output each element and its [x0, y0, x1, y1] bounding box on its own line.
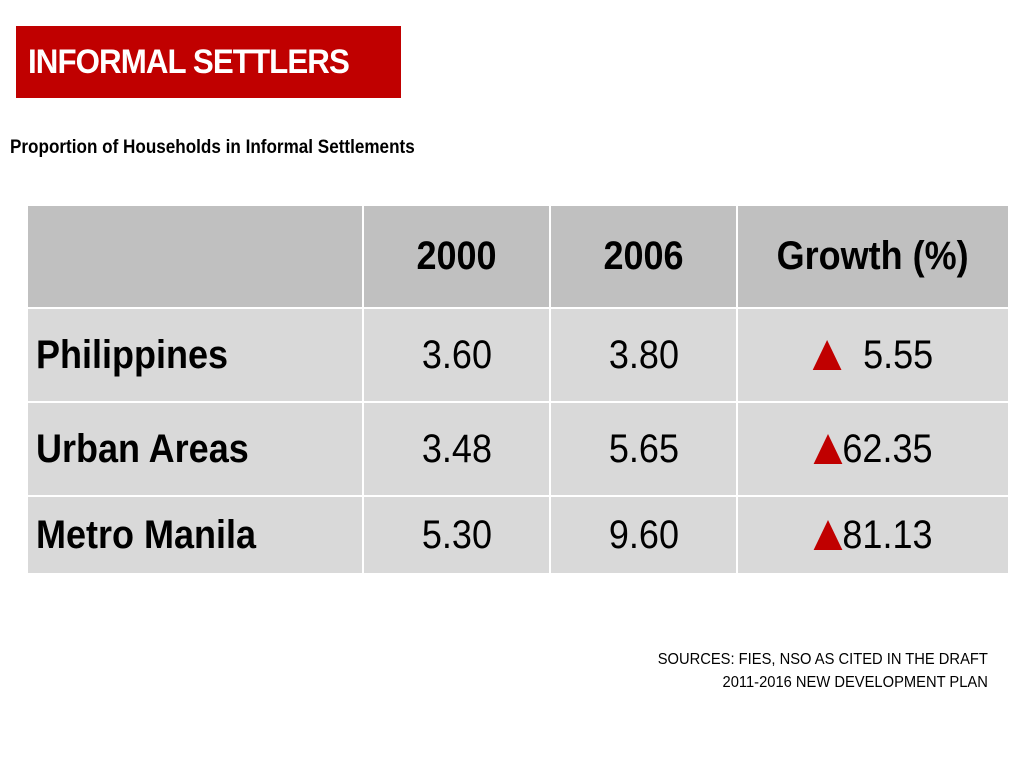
cell-growth: 62.35	[736, 401, 1010, 497]
cell-growth: 5.55	[736, 307, 1010, 403]
column-header-empty	[26, 204, 364, 309]
column-header-growth: Growth (%)	[736, 204, 1010, 309]
red-up-triangle-icon	[813, 519, 843, 550]
column-header-2006: 2006	[549, 204, 738, 309]
growth-value: 5.55	[863, 332, 934, 377]
slide-title: INFORMAL SETTLERS	[28, 42, 350, 81]
table-caption: Proportion of Households in Informal Set…	[10, 137, 415, 158]
cell-2000: 3.60	[362, 307, 551, 403]
cell-2000: 3.48	[362, 401, 551, 497]
title-banner: INFORMAL SETTLERS	[16, 26, 401, 98]
table-row: Urban Areas 3.48 5.65 62.35	[26, 401, 1010, 497]
sources-line-1: SOURCES: FIES, NSO AS CITED IN THE DRAFT	[657, 651, 988, 668]
cell-2006: 9.60	[549, 495, 738, 575]
table-header-row: 2000 2006 Growth (%)	[26, 204, 1010, 309]
row-label-philippines: Philippines	[26, 307, 364, 403]
data-table: 2000 2006 Growth (%) Philippines 3.60 3.…	[26, 204, 1010, 575]
cell-2000: 5.30	[362, 495, 551, 575]
sources-note: SOURCES: FIES, NSO AS CITED IN THE DRAFT…	[629, 648, 988, 694]
row-label-metro-manila: Metro Manila	[26, 495, 364, 575]
row-label-urban-areas: Urban Areas	[26, 401, 364, 497]
table-row: Philippines 3.60 3.80 5.55	[26, 307, 1010, 403]
cell-growth: 81.13	[736, 495, 1010, 575]
growth-value: 81.13	[842, 512, 933, 557]
sources-line-2: 2011-2016 NEW DEVELOPMENT PLAN	[722, 674, 988, 691]
column-header-2000: 2000	[362, 204, 551, 309]
red-up-triangle-icon	[813, 433, 843, 464]
cell-2006: 3.80	[549, 307, 738, 403]
growth-value: 62.35	[842, 426, 933, 471]
cell-2006: 5.65	[549, 401, 738, 497]
red-up-triangle-icon	[812, 339, 842, 370]
table-row: Metro Manila 5.30 9.60 81.13	[26, 495, 1010, 575]
